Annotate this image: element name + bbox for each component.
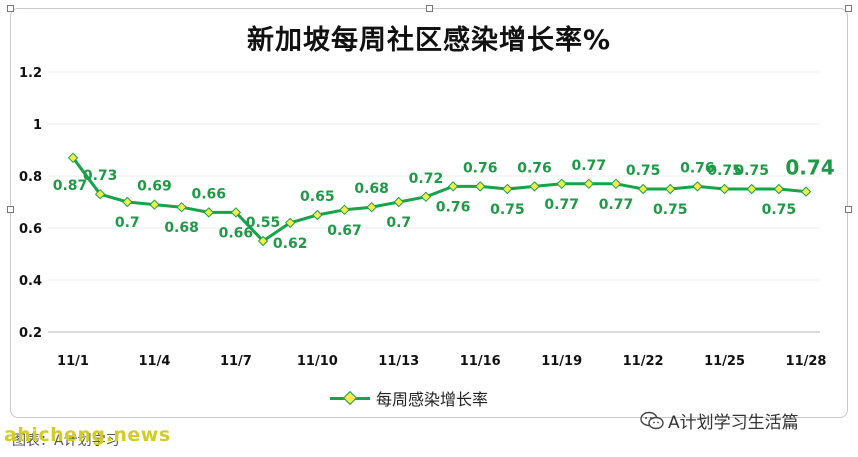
site-watermark: ahicheng.news	[4, 424, 171, 446]
data-label: 0.66	[191, 186, 226, 202]
legend-label: 每周感染增长率	[376, 390, 489, 409]
data-label: 0.7	[386, 215, 411, 231]
resize-handle-left[interactable]	[7, 206, 14, 213]
data-label: 0.74	[785, 156, 834, 180]
wechat-account: A计划学习生活篇	[640, 408, 799, 433]
data-label: 0.7	[115, 215, 140, 231]
chart-title: 新加坡每周社区感染增长率%	[246, 25, 612, 56]
data-label: 0.75	[626, 163, 661, 179]
data-point[interactable]	[94, 188, 106, 200]
y-tick-label: 0.4	[19, 274, 42, 289]
data-point[interactable]	[475, 181, 486, 192]
x-tick-label: 11/16	[460, 354, 501, 369]
wechat-icon	[640, 411, 664, 429]
data-point[interactable]	[203, 207, 214, 218]
data-point[interactable]	[257, 235, 269, 247]
data-point[interactable]	[583, 178, 595, 190]
data-label: 0.76	[436, 199, 471, 215]
data-point[interactable]	[149, 199, 160, 210]
data-label: 0.76	[680, 160, 715, 176]
chart-frame	[10, 8, 848, 418]
x-tick-label: 11/7	[220, 354, 252, 369]
x-tick-label: 11/28	[786, 354, 827, 369]
data-label: 0.65	[300, 189, 335, 205]
wechat-account-name: A计划学习生活篇	[668, 413, 799, 433]
series-line-path	[71, 156, 807, 243]
data-label: 0.76	[463, 160, 498, 176]
data-point[interactable]	[773, 183, 785, 195]
x-tick-label: 11/10	[297, 354, 338, 369]
data-point[interactable]	[339, 204, 350, 216]
data-label: 0.75	[707, 163, 742, 179]
data-label: 0.68	[354, 181, 389, 197]
y-tick-label: 1	[33, 118, 42, 133]
data-label: 0.67	[327, 223, 362, 239]
data-point[interactable]	[556, 178, 567, 190]
x-tick-label: 11/19	[541, 354, 582, 369]
data-label: 0.87	[53, 178, 88, 194]
data-point[interactable]	[420, 191, 432, 203]
data-point[interactable]	[692, 181, 703, 192]
data-label: 0.75	[490, 202, 525, 218]
data-point[interactable]	[230, 207, 242, 218]
data-label: 0.75	[653, 202, 688, 218]
resize-handle-top-left[interactable]	[7, 5, 14, 12]
resize-handle-right[interactable]	[845, 206, 852, 213]
data-point[interactable]	[284, 217, 296, 229]
data-label: 0.75	[734, 163, 769, 179]
data-point[interactable]	[366, 201, 377, 213]
data-point[interactable]	[800, 186, 812, 197]
data-label: 0.66	[219, 225, 254, 241]
data-point[interactable]	[746, 183, 757, 195]
data-label: 0.68	[164, 220, 199, 236]
axis-ticks: 0.2 0.4 0.6 0.8 1 1.2 11/1 11/4 11/7 11/10 11/13 11…	[19, 66, 827, 369]
data-point[interactable]	[447, 181, 459, 192]
data-label: 0.77	[572, 158, 607, 174]
x-tick-label: 11/25	[704, 354, 745, 369]
data-label: 0.75	[762, 202, 797, 218]
data-point[interactable]	[67, 152, 79, 164]
data-point[interactable]	[529, 181, 540, 192]
data-point[interactable]	[637, 183, 649, 195]
data-label: 0.72	[409, 171, 444, 187]
source-note: 图表：A计划学习	[12, 433, 120, 449]
data-label: 0.55	[246, 215, 281, 231]
data-labels: 0.870.730.70.690.680.660.660.550.620.650…	[53, 156, 835, 252]
legend-line-icon	[330, 390, 370, 406]
y-tick-label: 0.8	[19, 170, 42, 185]
data-label: 0.73	[83, 168, 118, 184]
data-point[interactable]	[610, 178, 622, 190]
resize-handle-top[interactable]	[426, 5, 433, 12]
data-point[interactable]	[665, 183, 676, 195]
data-point[interactable]	[312, 209, 323, 221]
data-label: 0.77	[544, 197, 579, 213]
data-label: 0.77	[599, 197, 634, 213]
gridlines	[48, 71, 820, 333]
data-point[interactable]	[176, 201, 187, 213]
x-tick-label: 11/13	[378, 354, 419, 369]
x-tick-label: 11/4	[138, 354, 170, 369]
y-tick-label: 0.6	[19, 222, 42, 237]
y-tick-label: 0.2	[19, 326, 42, 341]
legend: 每周感染增长率	[330, 386, 488, 410]
data-point[interactable]	[502, 183, 513, 195]
data-label: 0.62	[273, 236, 308, 252]
data-point[interactable]	[719, 183, 730, 195]
resize-handle-top-right[interactable]	[845, 5, 852, 12]
data-point[interactable]	[122, 196, 133, 208]
data-label: 0.69	[137, 179, 172, 195]
x-tick-label: 11/22	[623, 354, 664, 369]
y-tick-label: 1.2	[19, 66, 42, 81]
series-line	[67, 152, 812, 247]
data-label: 0.76	[517, 160, 552, 176]
data-point[interactable]	[393, 196, 404, 208]
x-tick-label: 11/1	[57, 354, 89, 369]
